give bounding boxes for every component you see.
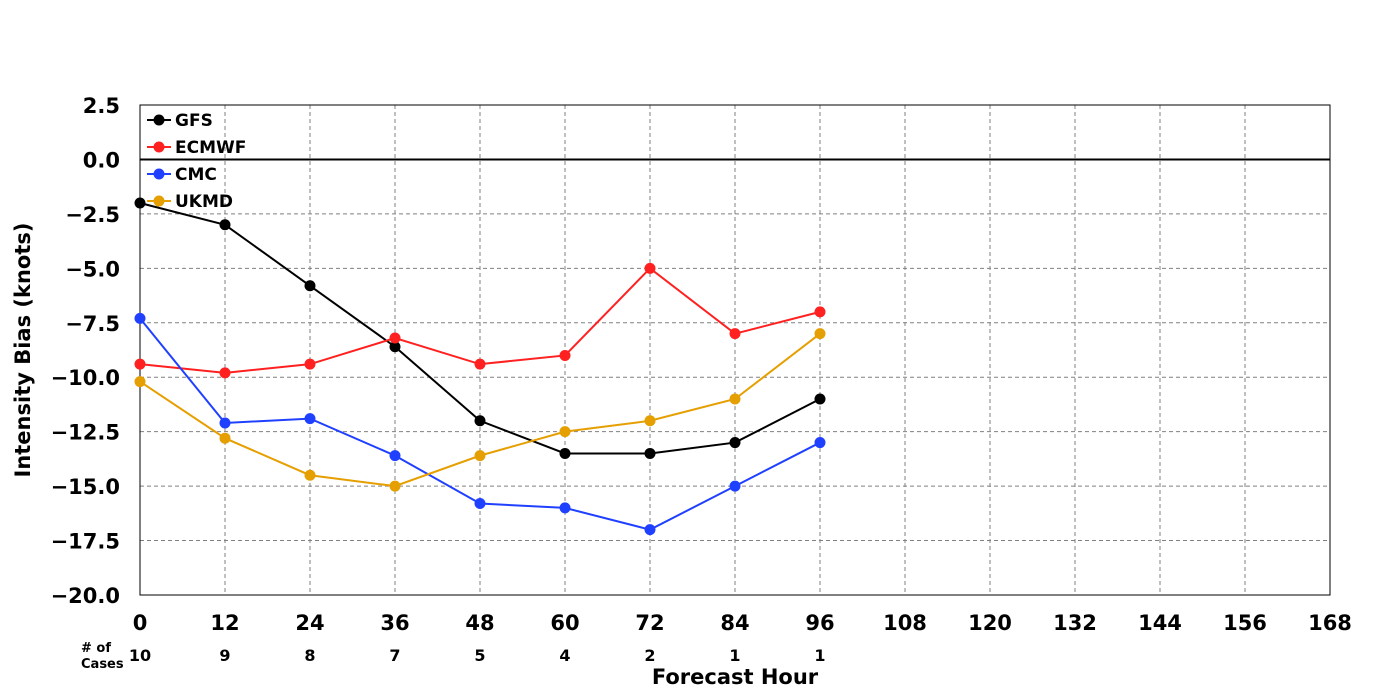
- series-ukmd: [134, 328, 826, 492]
- legend-label: CMC: [175, 165, 217, 185]
- legend: GFS ECMWF CMC UKMD: [147, 111, 246, 212]
- x-tick-label: 84: [720, 611, 749, 635]
- y-tick-label: −15.0: [51, 475, 120, 499]
- data-point-cmc: [219, 417, 231, 429]
- data-point-ecmwf: [304, 358, 316, 370]
- x-tick-label: 24: [295, 611, 324, 635]
- case-count: 4: [559, 646, 570, 665]
- x-tick-labels: 0 12 24 36 48 60 72 84 96 108 120 132 144 156 168: [133, 611, 1352, 635]
- case-count: 9: [219, 646, 230, 665]
- data-point-ukmd: [134, 376, 146, 388]
- data-point-ecmwf: [474, 358, 486, 370]
- x-tick-label: 0: [133, 611, 148, 635]
- x-tick-label: 96: [805, 611, 834, 635]
- legend-label: UKMD: [175, 192, 233, 212]
- legend-swatch-marker: [153, 141, 165, 153]
- x-tick-label: 132: [1053, 611, 1097, 635]
- case-counts: 10 9 8 7 5 4 2 1 1: [129, 646, 826, 665]
- y-tick-label: 2.5: [83, 94, 120, 118]
- data-point-gfs: [134, 197, 146, 209]
- x-tick-label: 48: [465, 611, 494, 635]
- x-tick-label: 156: [1223, 611, 1267, 635]
- x-axis-title: Forecast Hour: [652, 665, 819, 689]
- x-tick-label: 144: [1138, 611, 1182, 635]
- x-tick-label: 60: [550, 611, 579, 635]
- data-point-ecmwf: [729, 328, 741, 340]
- y-tick-label: −17.5: [51, 530, 120, 554]
- x-tick-label: 12: [210, 611, 239, 635]
- plot-frame: [139, 104, 1331, 596]
- y-tick-labels: 2.5 0.0 −2.5 −5.0 −7.5 −10.0 −12.5 −15.0 −17.5 −2…: [51, 94, 120, 608]
- data-point-gfs: [644, 447, 656, 459]
- data-point-gfs: [474, 415, 486, 427]
- data-point-gfs: [219, 219, 231, 231]
- data-point-ecmwf: [559, 349, 571, 361]
- case-count: 1: [814, 646, 825, 665]
- data-point-ecmwf: [644, 262, 656, 274]
- case-count: 2: [644, 646, 655, 665]
- data-point-ukmd: [729, 393, 741, 405]
- case-count: 8: [304, 646, 315, 665]
- data-point-cmc: [644, 524, 656, 536]
- data-point-ecmwf: [219, 367, 231, 379]
- case-count: 7: [389, 646, 400, 665]
- case-count: 5: [474, 646, 485, 665]
- y-tick-label: −20.0: [51, 584, 120, 608]
- series-cmc: [134, 312, 826, 536]
- legend-swatch-marker: [153, 168, 165, 180]
- x-tick-label: 36: [380, 611, 409, 635]
- legend-item-cmc: CMC: [147, 165, 217, 185]
- legend-label: ECMWF: [175, 138, 246, 158]
- x-tick-label: 120: [968, 611, 1012, 635]
- y-tick-label: −5.0: [65, 257, 120, 281]
- data-point-gfs: [304, 280, 316, 292]
- cases-label-line2: Cases: [81, 657, 124, 672]
- legend-swatch-marker: [153, 195, 165, 207]
- y-tick-label: 0.0: [83, 148, 120, 172]
- grid: [140, 105, 1330, 595]
- y-axis-title: Intensity Bias (knots): [11, 223, 35, 478]
- data-point-gfs: [729, 437, 741, 449]
- data-point-gfs: [389, 341, 401, 353]
- x-tick-label: 72: [635, 611, 664, 635]
- data-point-cmc: [134, 312, 146, 324]
- x-tick-label: 108: [883, 611, 927, 635]
- legend-label: GFS: [175, 111, 213, 131]
- y-tick-label: −12.5: [51, 421, 120, 445]
- data-point-gfs: [559, 447, 571, 459]
- y-tick-label: −10.0: [51, 366, 120, 390]
- y-tick-label: −7.5: [65, 312, 120, 336]
- x-tick-label: 168: [1308, 611, 1352, 635]
- data-point-cmc: [389, 450, 401, 462]
- cases-label-line1: # of: [81, 641, 111, 656]
- legend-item-ukmd: UKMD: [147, 192, 233, 212]
- data-point-ecmwf: [134, 358, 146, 370]
- legend-item-gfs: GFS: [147, 111, 213, 131]
- data-point-cmc: [814, 437, 826, 449]
- data-point-cmc: [304, 413, 316, 425]
- data-point-cmc: [474, 498, 486, 510]
- data-point-cmc: [729, 480, 741, 492]
- series-layer: [134, 197, 826, 536]
- series-ecmwf: [134, 262, 826, 379]
- case-count: 10: [129, 646, 151, 665]
- data-point-gfs: [814, 393, 826, 405]
- data-point-ukmd: [474, 450, 486, 462]
- series-gfs: [134, 197, 826, 459]
- data-point-ukmd: [219, 432, 231, 444]
- data-point-ukmd: [389, 480, 401, 492]
- legend-swatch-marker: [153, 114, 165, 126]
- data-point-ukmd: [304, 469, 316, 481]
- legend-item-ecmwf: ECMWF: [147, 138, 246, 158]
- data-point-cmc: [559, 502, 571, 514]
- data-point-ukmd: [814, 328, 826, 340]
- case-count: 1: [729, 646, 740, 665]
- y-tick-label: −2.5: [65, 203, 120, 227]
- data-point-ecmwf: [814, 306, 826, 318]
- data-point-ukmd: [644, 415, 656, 427]
- data-point-ukmd: [559, 426, 571, 438]
- data-point-ecmwf: [389, 332, 401, 344]
